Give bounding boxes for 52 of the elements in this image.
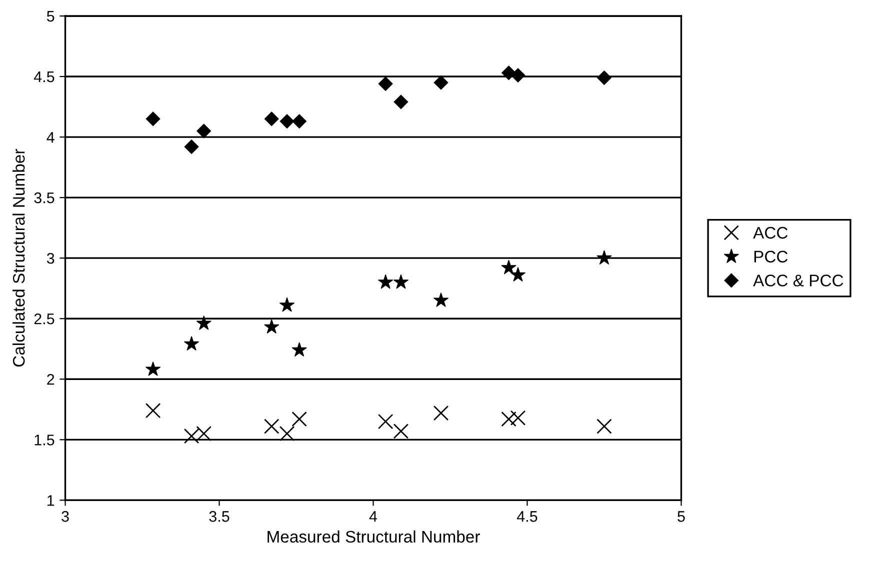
point [279,426,295,442]
x-tick-label: 5 [678,511,685,522]
point [393,424,409,439]
point [292,411,307,427]
point [434,75,448,90]
y-tick-label: 5 [46,11,54,22]
y-tick-label: 1.5 [34,434,54,446]
point [501,411,516,427]
point [378,274,394,289]
x-tick-label: 3 [62,511,69,522]
y-tick-label: 1 [48,495,54,506]
legend-label: ACC [753,226,788,239]
point [378,414,394,430]
point [292,342,307,357]
y-axis-title: Calculated Structural Number [12,149,25,367]
point [510,68,526,83]
point [596,250,612,265]
point [146,112,160,126]
point [280,114,294,129]
legend-label: PCC [754,250,788,263]
point [196,124,212,138]
x-tick-label: 4 [369,511,378,522]
y-tick-label: 4 [46,132,54,143]
point [292,114,307,129]
point [184,140,199,154]
point [596,418,612,434]
point [510,267,526,282]
point [145,361,161,376]
point [264,112,279,126]
x-tick-label: 4.5 [516,511,538,522]
point [393,274,409,289]
legend-label: ACC & PCC [753,274,844,286]
point [378,76,393,91]
point [394,94,408,110]
point [184,336,200,351]
point [433,405,449,421]
x-axis-title: Measured Structural Number [268,530,480,543]
y-tick-label: 3.5 [34,192,54,204]
point [510,410,526,426]
y-tick-label: 2 [47,374,54,385]
point [433,292,449,307]
point [597,70,612,85]
y-tick-label: 3 [46,252,54,264]
point [501,260,516,274]
y-tick-label: 4.5 [34,72,54,82]
point [279,297,295,312]
x-tick-label: 3.5 [209,511,230,522]
point [145,402,161,418]
point [264,319,280,334]
y-tick-label: 2.5 [34,313,54,324]
point [264,418,280,434]
point [196,315,212,330]
